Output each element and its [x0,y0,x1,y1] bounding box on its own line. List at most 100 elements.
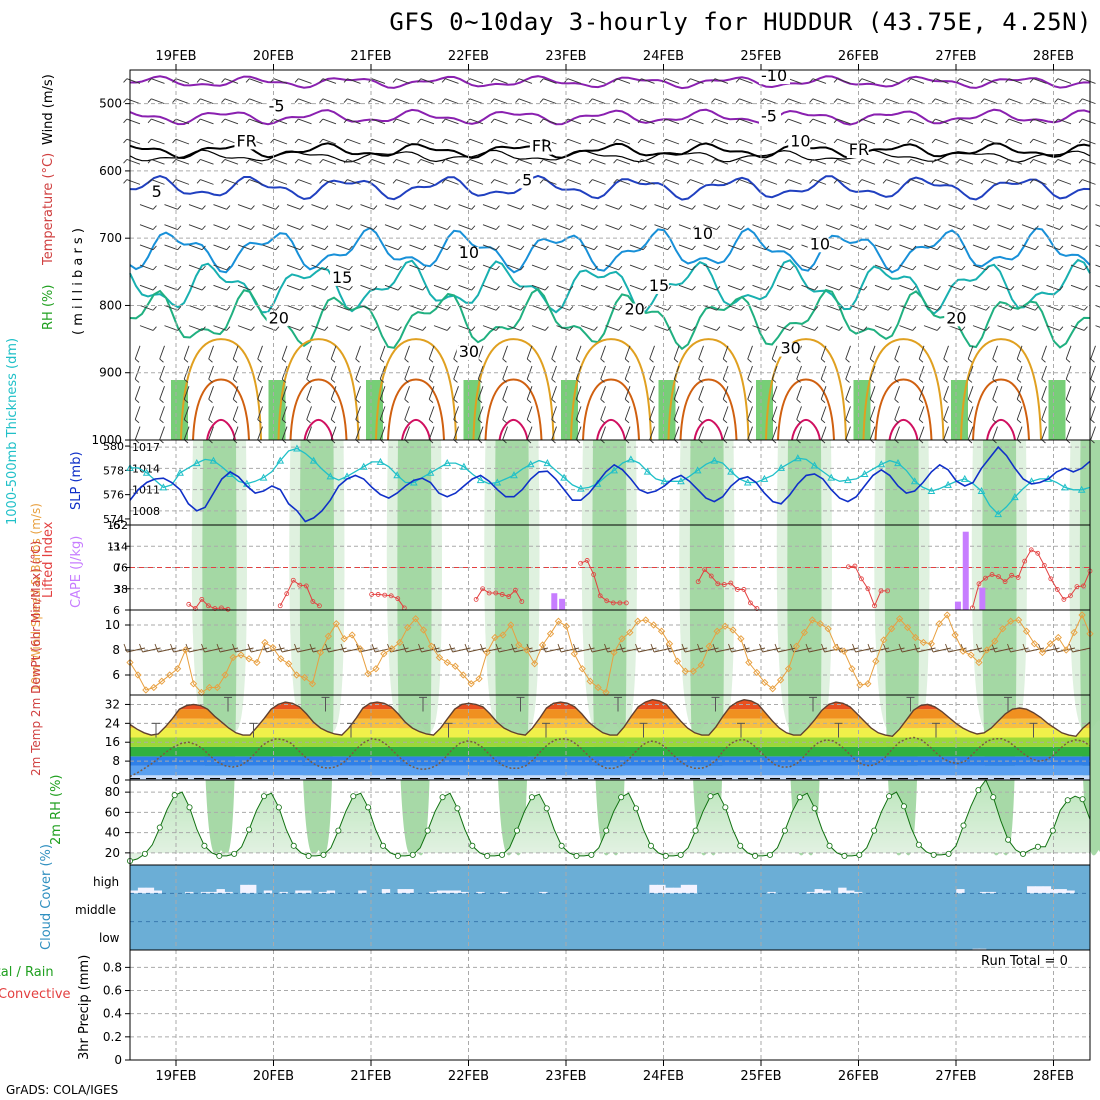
wind-speed-marker [983,646,991,654]
wind-barb [311,284,325,291]
wind-barb [1057,179,1072,185]
wind-barb [997,305,1011,311]
wind-barb [997,244,1011,251]
isotherm-line [129,149,1091,163]
wind-barb-flag [907,138,912,144]
wind-barb-flag [404,398,409,403]
rh-marker [811,805,818,812]
isotherm-30 [874,378,933,441]
wind-barb [910,78,925,84]
wind-barb [837,98,851,105]
wind-barb [1065,426,1072,440]
surface-wind-barb [157,647,177,653]
rh-marker [246,826,253,833]
thickness-marker [259,473,268,481]
wind-speed-marker [515,641,523,649]
wind-barb [139,224,154,230]
wind-barb [727,204,742,210]
wind-barb [629,244,644,251]
wind-barb [959,179,974,185]
wind-speed-marker [483,648,491,657]
wind-barb-flag [294,98,299,103]
date-label-bottom: 27FEB [935,1069,976,1084]
wind-barb [641,158,655,165]
li-marker [597,593,603,599]
y-tick-label: 700 [99,231,122,245]
wind-barb [1057,98,1072,105]
cloud-high-bar [846,890,855,894]
wind-barb-flag [809,118,814,124]
wind-barb-flag [422,306,427,311]
wind-barb-flag [784,118,789,124]
wind-barb [1021,224,1036,230]
surface-wind-barb [328,647,347,653]
wind-barb-flag [1041,378,1046,383]
wind-barb [469,158,484,165]
isotherm-label: 20 [625,300,645,319]
run-total: Run Total = 0 [981,954,1068,969]
wind-barb [360,284,374,291]
wind-barb [134,386,141,400]
wind-barb-flag [123,138,128,144]
surface-wind-barb [204,647,223,653]
wind-speed-marker [697,661,705,669]
rh-marker [320,851,327,858]
li-marker [604,598,610,604]
wind-barb [580,224,595,230]
wind-barb [409,224,423,230]
cloud-high-bar [153,890,162,894]
wind-barb-flag [863,265,868,271]
surface-wind-barb [638,647,657,653]
wind-barb-flag [147,159,152,164]
wind-barb [678,244,693,251]
slp-tick-label: 1008 [132,505,160,518]
ylabel-upper-units: ( m i l l i b a r s ) [71,228,86,335]
wind-barb [850,305,864,311]
wind-barb [396,138,410,145]
wind-barb [404,365,410,380]
wind-barb-flag [735,138,740,144]
surface-wind-barb-flag [464,643,469,653]
wind-barb [428,386,435,400]
wind-barb-flag [691,245,696,250]
wind-barb-flag [863,326,868,331]
wind-barb-flag [152,265,157,271]
wind-speed-marker [1046,640,1054,648]
thickness-tick-label: 578 [103,464,124,477]
cloud-high-bar [216,889,225,894]
wind-barb [139,244,154,251]
wind-barb [175,158,190,165]
wind-speed-marker [975,658,983,667]
cloud-high-bar [657,884,666,894]
wind-barb-flag [575,378,581,383]
wind-barb [249,78,263,84]
wind-barb-flag [956,138,961,144]
wind-barb-flag [686,118,691,124]
wind-barb-flag [348,265,353,271]
isotherm-30 [582,378,640,441]
rh-shade [689,440,725,856]
li-marker [989,572,995,577]
wind-barb-flag [201,326,206,331]
wind-barb [175,179,190,185]
wind-barb-flag [931,179,936,184]
surface-wind-barb [731,647,750,653]
wind-barb [727,325,742,331]
wind-barb-flag [887,286,892,291]
li-tick-label: 6 [113,604,120,617]
rh-marker [1034,843,1041,850]
wind-barb-flag [1005,159,1010,164]
cloud-high-bar [665,887,674,894]
wind-barb [845,386,851,400]
wind-barb-flag [526,398,532,403]
wind-barb [175,118,190,125]
wind-barb-flag [943,358,948,363]
wind-barb [183,345,190,360]
isotherm-label-bg [759,110,781,125]
wind-barb [820,406,827,420]
wind-barb-flag [147,118,152,124]
wind-speed-marker [332,620,340,628]
wind-barb [494,138,508,145]
wind-speed-marker [737,635,745,643]
wind-barb [1095,224,1100,227]
